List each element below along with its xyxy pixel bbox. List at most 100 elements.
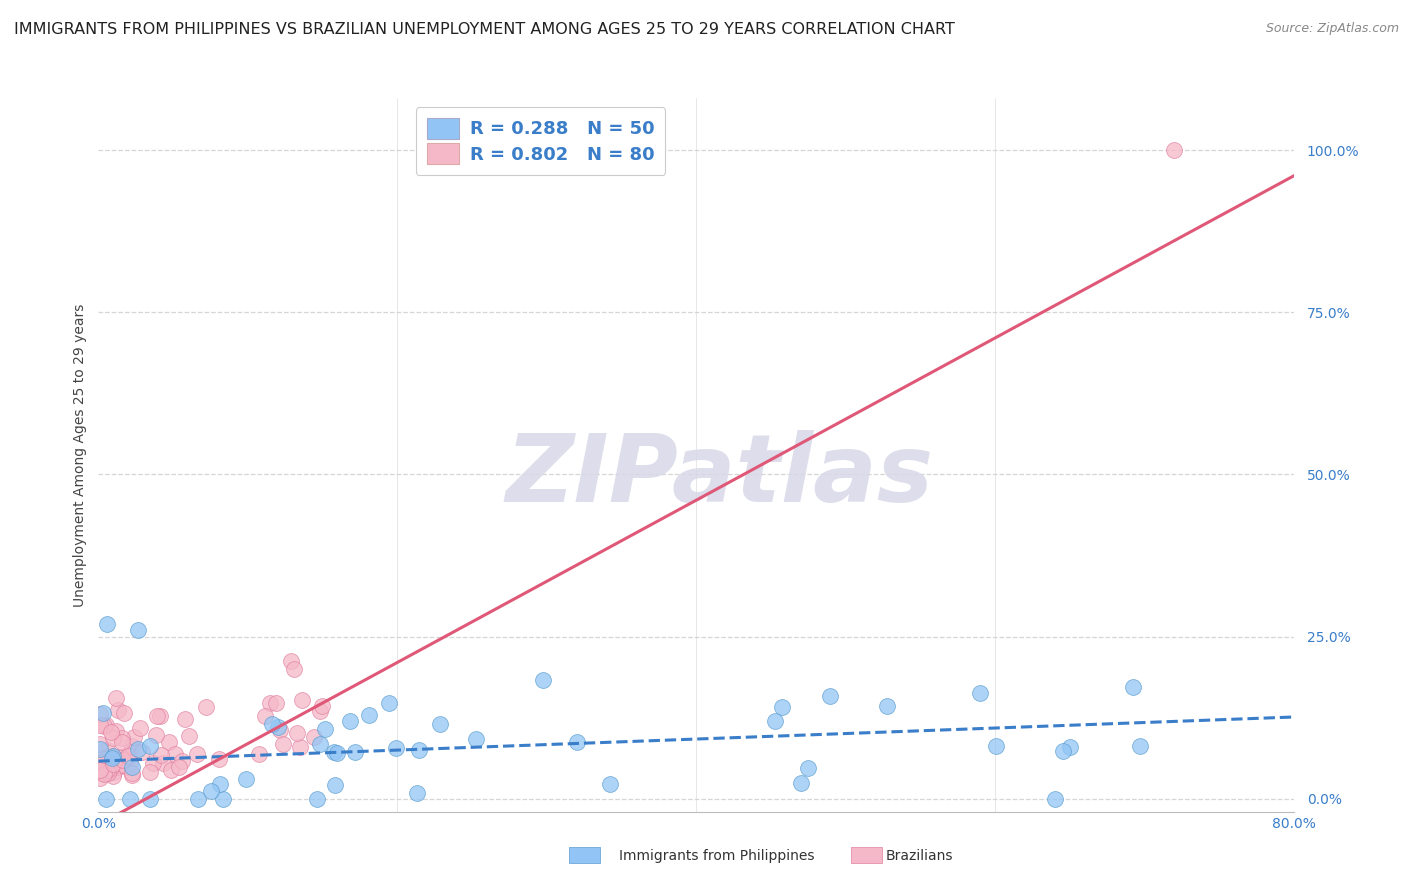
Point	[1059, 740, 1081, 755]
Point	[139, 765, 162, 780]
Point	[323, 778, 346, 792]
Point	[121, 766, 143, 780]
Point	[314, 722, 336, 736]
Point	[565, 734, 588, 748]
Point	[159, 763, 181, 777]
Point	[122, 730, 145, 744]
Point	[280, 654, 302, 668]
Point	[149, 748, 172, 763]
Point	[112, 754, 135, 768]
Point	[378, 696, 401, 710]
Point	[357, 708, 380, 723]
Point	[105, 724, 128, 739]
Point	[96, 742, 118, 756]
Point	[1129, 739, 1152, 753]
Point	[465, 732, 488, 747]
Text: IMMIGRANTS FROM PHILIPPINES VS BRAZILIAN UNEMPLOYMENT AMONG AGES 25 TO 29 YEARS : IMMIGRANTS FROM PHILIPPINES VS BRAZILIAN…	[14, 22, 955, 37]
Point	[307, 791, 329, 805]
Point	[139, 739, 162, 753]
Point	[1122, 680, 1144, 694]
Point	[112, 706, 135, 720]
Point	[186, 747, 208, 762]
Point	[104, 751, 127, 765]
Point	[93, 719, 115, 733]
Point	[146, 709, 169, 723]
Point	[94, 791, 117, 805]
Point	[1052, 744, 1074, 758]
Point	[117, 749, 139, 764]
Point	[260, 717, 283, 731]
Point	[269, 723, 291, 738]
Point	[339, 714, 361, 729]
Legend: R = 0.288   N = 50, R = 0.802   N = 80: R = 0.288 N = 50, R = 0.802 N = 80	[416, 107, 665, 175]
Point	[101, 769, 124, 783]
Point	[89, 771, 111, 785]
Point	[406, 786, 429, 800]
Point	[149, 709, 172, 723]
Point	[235, 772, 257, 787]
Point	[120, 756, 142, 770]
Point	[325, 746, 347, 760]
Point	[105, 690, 128, 705]
Point	[89, 742, 111, 756]
Point	[818, 689, 841, 703]
Point	[121, 760, 143, 774]
Text: Immigrants from Philippines: Immigrants from Philippines	[619, 849, 814, 863]
Point	[969, 685, 991, 699]
Point	[127, 623, 149, 637]
Point	[309, 704, 332, 718]
Point	[533, 673, 555, 687]
Point	[408, 743, 430, 757]
Point	[264, 696, 287, 710]
Point	[89, 718, 111, 732]
Point	[1163, 143, 1185, 157]
Point	[429, 717, 451, 731]
Point	[302, 730, 325, 744]
Point	[100, 761, 122, 775]
Point	[97, 766, 120, 780]
Point	[111, 731, 134, 745]
Point	[385, 741, 408, 756]
Point	[288, 739, 311, 754]
Point	[131, 745, 153, 759]
Point	[118, 791, 141, 805]
Point	[797, 761, 820, 775]
Text: ZIPatlas: ZIPatlas	[506, 430, 934, 523]
Point	[101, 731, 124, 746]
Point	[790, 775, 813, 789]
Point	[93, 767, 115, 781]
Point	[179, 730, 201, 744]
Point	[267, 721, 290, 735]
Point	[200, 784, 222, 798]
Point	[1043, 791, 1066, 805]
Point	[984, 739, 1007, 753]
Point	[876, 699, 898, 714]
Point	[145, 727, 167, 741]
Point	[118, 747, 141, 761]
Point	[271, 737, 294, 751]
Point	[309, 737, 332, 751]
Point	[107, 703, 129, 717]
Point	[91, 765, 114, 780]
Point	[115, 760, 138, 774]
Point	[89, 706, 111, 721]
Point	[89, 737, 111, 751]
Point	[283, 662, 305, 676]
Text: Brazilians: Brazilians	[886, 849, 953, 863]
Point	[107, 759, 129, 773]
Point	[173, 712, 195, 726]
Point	[152, 756, 174, 771]
Point	[129, 721, 152, 735]
Point	[121, 739, 143, 753]
Point	[247, 747, 270, 761]
Point	[100, 751, 122, 765]
Point	[101, 748, 124, 763]
Point	[157, 734, 180, 748]
Point	[89, 763, 111, 777]
Point	[96, 718, 118, 732]
Point	[105, 760, 128, 774]
Point	[770, 699, 793, 714]
Point	[291, 693, 314, 707]
Point	[121, 768, 143, 782]
Point	[101, 749, 124, 764]
